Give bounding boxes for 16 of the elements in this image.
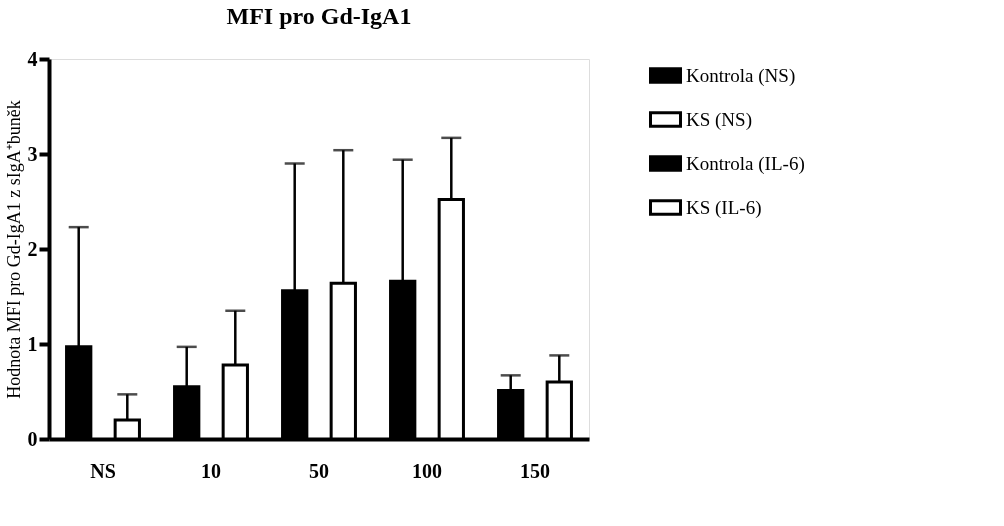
y-tick-label: 2 bbox=[27, 237, 38, 260]
legend-label: KS (IL-6) bbox=[686, 196, 762, 219]
legend-label: Kontrola (IL-6) bbox=[686, 152, 805, 175]
x-tick-label: 150 bbox=[520, 459, 550, 482]
y-axis-title: Hodnota MFI pro Gd-IgA1 z sIgA⁺buněk bbox=[3, 100, 24, 399]
x-tick-label: 10 bbox=[201, 459, 221, 482]
y-tick-label: 1 bbox=[27, 332, 38, 355]
legend-label: KS (NS) bbox=[686, 108, 752, 131]
y-tick-label: 3 bbox=[27, 142, 38, 165]
x-tick-label: 100 bbox=[412, 459, 442, 482]
legend-label: Kontrola (NS) bbox=[686, 64, 796, 87]
x-tick-label: 50 bbox=[309, 459, 329, 482]
y-tick-label: 0 bbox=[27, 427, 38, 450]
y-tick-label: 4 bbox=[27, 47, 38, 70]
x-tick-label: NS bbox=[90, 459, 116, 482]
chart-title: MFI pro Gd-IgA1 bbox=[226, 3, 412, 29]
